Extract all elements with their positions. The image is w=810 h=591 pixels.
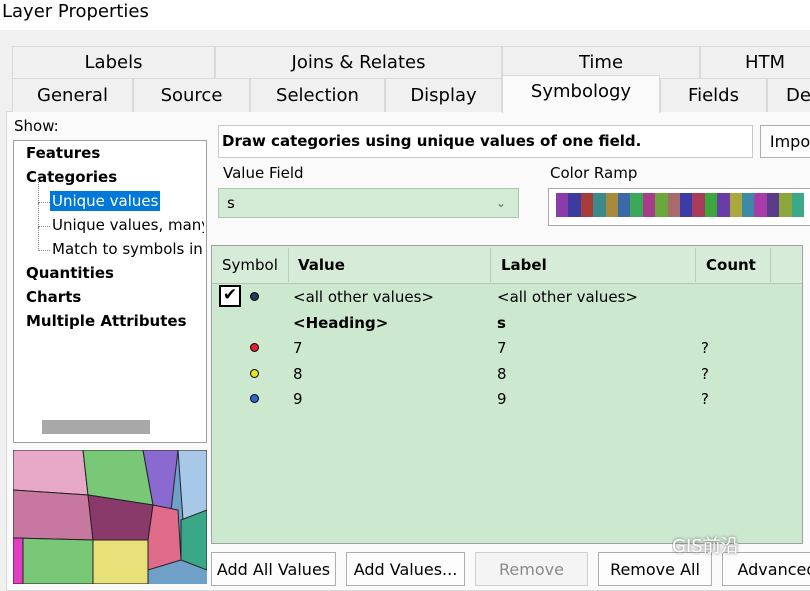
color-swatch xyxy=(779,193,792,217)
color-swatch xyxy=(692,193,705,217)
color-swatch xyxy=(642,193,656,217)
color-swatch xyxy=(742,193,755,217)
button[interactable]: Add Values... xyxy=(346,552,465,586)
cell-value[interactable]: <Heading> xyxy=(293,313,389,332)
combo-arrow: ⌄ xyxy=(496,196,507,210)
watermark: GIS前沿 xyxy=(672,536,739,557)
description: Draw categories using unique values of o… xyxy=(218,125,753,158)
tab[interactable]: Fields xyxy=(660,78,767,112)
color-swatch xyxy=(729,193,742,217)
column-header: Label xyxy=(501,256,547,274)
tree-item[interactable]: Features xyxy=(26,144,101,162)
column-header: Value xyxy=(298,256,345,274)
tree-line xyxy=(38,250,50,251)
symbol-dot xyxy=(250,343,259,352)
cell-count: ? xyxy=(701,364,709,383)
color-swatch xyxy=(556,193,569,217)
color-swatch xyxy=(568,193,581,217)
tab[interactable]: Labels xyxy=(12,46,215,78)
tab[interactable]: Selection xyxy=(250,78,385,112)
tab[interactable]: Time xyxy=(502,46,700,78)
cell-label: 9 xyxy=(497,390,507,408)
scrollbar-thumb xyxy=(42,420,150,434)
tree-item[interactable]: Charts xyxy=(26,288,82,306)
cell-count: ? xyxy=(701,390,709,408)
color-swatch xyxy=(618,193,631,217)
color-swatch xyxy=(791,193,804,217)
title-bar: Layer Properties xyxy=(0,0,810,30)
cell-value[interactable]: 7 xyxy=(293,339,303,357)
tab[interactable]: Source xyxy=(133,78,250,112)
cell-label: 8 xyxy=(497,364,507,383)
symbol-table xyxy=(211,245,803,544)
cell-label: s xyxy=(497,313,506,332)
table-header xyxy=(212,246,802,284)
column-divider xyxy=(770,248,771,282)
column-header: Symbol xyxy=(222,256,278,274)
color-swatch xyxy=(580,193,594,217)
tree-item[interactable]: Quantities xyxy=(26,264,114,282)
cell-label: 7 xyxy=(497,339,507,357)
tab-selected[interactable]: Symbology xyxy=(502,75,660,113)
column-divider xyxy=(695,248,696,282)
tree-item[interactable]: Unique values, many xyxy=(52,216,204,234)
tab[interactable]: Display xyxy=(385,78,502,112)
tab[interactable]: HTM xyxy=(700,46,810,78)
import-button[interactable]: Impo xyxy=(760,125,810,158)
group-label: Color Ramp xyxy=(550,164,638,182)
color-swatch xyxy=(717,193,730,217)
cell-value[interactable]: <all other values> xyxy=(293,288,434,306)
symbol-dot xyxy=(250,368,259,378)
tree-line xyxy=(38,226,50,227)
column-header: Count xyxy=(706,256,756,274)
color-swatch xyxy=(667,193,680,217)
symbol-dot xyxy=(250,292,259,301)
button[interactable]: Advanced xyxy=(722,552,810,586)
show-label: Show: xyxy=(14,117,59,135)
button[interactable]: Remove All xyxy=(598,552,712,586)
cell-value[interactable]: 9 xyxy=(293,390,303,408)
button[interactable]: Add All Values xyxy=(211,552,336,586)
color-swatch xyxy=(680,193,693,217)
window-title: Layer Properties xyxy=(2,1,149,22)
tree-line xyxy=(38,227,39,251)
cell-count: ? xyxy=(701,339,709,357)
color-swatch xyxy=(605,193,618,217)
tab[interactable]: General xyxy=(12,78,133,112)
cell-value[interactable]: 8 xyxy=(293,364,303,383)
tree-item[interactable]: Match to symbols in a xyxy=(52,240,204,258)
color-swatch xyxy=(766,193,780,217)
color-swatch xyxy=(593,193,606,217)
map-preview xyxy=(13,450,207,584)
tree-item-selected[interactable]: Unique values xyxy=(50,191,160,211)
tree-line xyxy=(38,202,50,203)
symbol-dot xyxy=(250,394,259,403)
color-swatch xyxy=(754,193,767,217)
tree-item[interactable]: Categories xyxy=(26,168,118,186)
combo-box[interactable]: s xyxy=(218,188,519,218)
color-swatch xyxy=(704,193,718,217)
button: Remove xyxy=(475,552,588,586)
tab[interactable]: De xyxy=(767,78,810,112)
group-label: Value Field xyxy=(223,164,304,182)
tab[interactable]: Joins & Relates xyxy=(215,46,502,78)
checkbox[interactable]: ✔ xyxy=(219,285,241,307)
column-divider xyxy=(288,248,289,282)
tree-item[interactable]: Multiple Attributes xyxy=(26,312,187,330)
cell-label: <all other values> xyxy=(497,288,638,306)
column-divider xyxy=(490,248,491,282)
tree-line xyxy=(38,203,39,227)
tree xyxy=(13,140,207,443)
tree-line xyxy=(38,179,39,203)
color-swatch xyxy=(655,193,668,217)
color-swatch xyxy=(630,193,643,217)
